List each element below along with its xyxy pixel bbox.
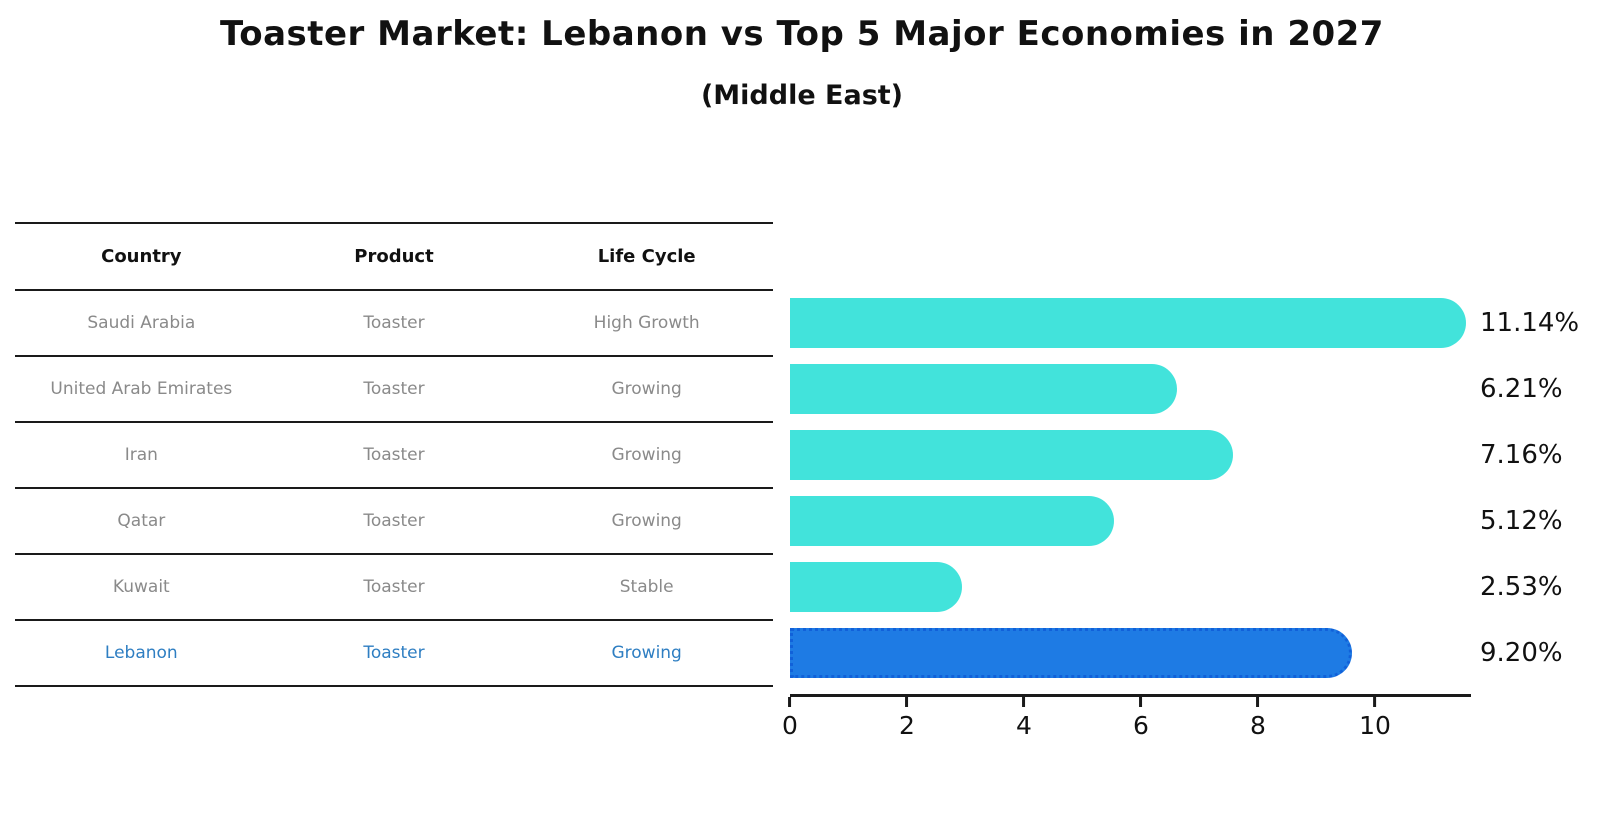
country-cell: Iran bbox=[124, 445, 158, 465]
table-header-row: Country Product Life Cycle bbox=[15, 224, 773, 291]
value-label-united-arab-emirates: 6.21% bbox=[1480, 374, 1563, 404]
tick-mark bbox=[1022, 697, 1026, 707]
product-cell: Toaster bbox=[363, 445, 425, 465]
x-axis-tick-6: 6 bbox=[1133, 697, 1149, 740]
life-cycle-cell: Growing bbox=[611, 445, 682, 465]
table-row-kuwait: Kuwait Toaster Stable bbox=[15, 555, 773, 621]
page-title: Toaster Market: Lebanon vs Top 5 Major E… bbox=[220, 14, 1384, 54]
life-cycle-cell: Stable bbox=[619, 577, 674, 597]
x-axis-line bbox=[790, 694, 1471, 697]
value-label-lebanon: 9.20% bbox=[1480, 638, 1563, 668]
table-row-united-arab-emirates: United Arab Emirates Toaster Growing bbox=[15, 357, 773, 423]
bar-lebanon-highlighted bbox=[790, 628, 1353, 678]
life-cycle-cell: Growing bbox=[611, 379, 682, 399]
x-axis-tick-4: 4 bbox=[1016, 697, 1032, 740]
table-row-iran: Iran Toaster Growing bbox=[15, 423, 773, 489]
tick-label: 0 bbox=[782, 711, 798, 740]
tick-mark bbox=[1373, 697, 1377, 707]
bar-united-arab-emirates bbox=[790, 364, 1178, 414]
country-cell: Qatar bbox=[117, 511, 166, 531]
tick-label: 8 bbox=[1250, 711, 1266, 740]
product-cell: Toaster bbox=[363, 511, 425, 531]
product-cell: Toaster bbox=[363, 577, 425, 597]
page-subtitle: (Middle East) bbox=[700, 80, 904, 111]
bar-qatar bbox=[790, 496, 1114, 546]
bar-iran bbox=[790, 430, 1233, 480]
value-label-kuwait: 2.53% bbox=[1480, 572, 1563, 602]
tick-label: 2 bbox=[899, 711, 915, 740]
table-row-lebanon: Lebanon Toaster Growing bbox=[15, 621, 773, 687]
value-label-iran: 7.16% bbox=[1480, 440, 1563, 470]
country-cell: United Arab Emirates bbox=[50, 379, 233, 399]
value-label-qatar: 5.12% bbox=[1480, 506, 1563, 536]
column-header-country: Country bbox=[101, 246, 182, 267]
x-axis-tick-8: 8 bbox=[1250, 697, 1266, 740]
value-label-saudi-arabia: 11.14% bbox=[1480, 308, 1580, 338]
bar-saudi-arabia bbox=[790, 298, 1466, 348]
life-cycle-cell: High Growth bbox=[593, 313, 700, 333]
bar-kuwait bbox=[790, 562, 962, 612]
country-cell: Kuwait bbox=[112, 577, 170, 597]
x-axis-tick-10: 10 bbox=[1359, 697, 1391, 740]
product-cell: Toaster bbox=[363, 379, 425, 399]
tick-mark bbox=[1256, 697, 1260, 707]
tick-label: 4 bbox=[1016, 711, 1032, 740]
x-axis-tick-0: 0 bbox=[782, 697, 798, 740]
tick-mark bbox=[905, 697, 909, 707]
country-table: Country Product Life Cycle Saudi Arabia … bbox=[15, 222, 773, 687]
tick-mark bbox=[788, 697, 792, 707]
country-cell: Saudi Arabia bbox=[87, 313, 196, 333]
life-cycle-cell: Growing bbox=[611, 511, 682, 531]
table-row-qatar: Qatar Toaster Growing bbox=[15, 489, 773, 555]
tick-label: 6 bbox=[1133, 711, 1149, 740]
country-cell: Lebanon bbox=[104, 643, 178, 663]
product-cell: Toaster bbox=[363, 313, 425, 333]
column-header-life-cycle: Life Cycle bbox=[597, 246, 696, 267]
tick-label: 10 bbox=[1359, 711, 1391, 740]
product-cell: Toaster bbox=[363, 643, 425, 663]
tick-mark bbox=[1139, 697, 1143, 707]
life-cycle-cell: Growing bbox=[611, 643, 682, 663]
x-axis-tick-2: 2 bbox=[899, 697, 915, 740]
column-header-product: Product bbox=[354, 246, 434, 267]
table-row-saudi-arabia: Saudi Arabia Toaster High Growth bbox=[15, 291, 773, 357]
